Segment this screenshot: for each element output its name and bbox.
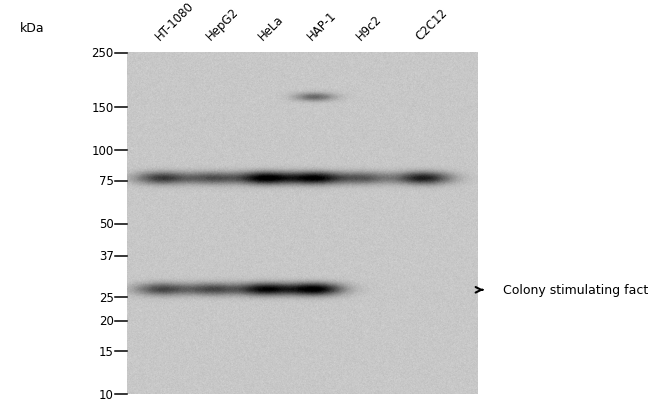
Text: 75: 75 xyxy=(99,175,114,188)
Text: 50: 50 xyxy=(99,218,114,230)
Text: 25: 25 xyxy=(99,291,114,304)
Text: C2C12: C2C12 xyxy=(413,7,450,43)
Text: 15: 15 xyxy=(99,345,114,358)
Text: 10: 10 xyxy=(99,388,114,401)
Text: HAP-1: HAP-1 xyxy=(305,9,339,43)
Text: 37: 37 xyxy=(99,249,114,263)
Text: 100: 100 xyxy=(92,144,114,157)
Text: 150: 150 xyxy=(92,101,114,114)
Text: HeLa: HeLa xyxy=(256,13,286,43)
Text: Colony stimulating factor 1: Colony stimulating factor 1 xyxy=(503,284,649,297)
Text: H9c2: H9c2 xyxy=(354,13,384,43)
Text: kDa: kDa xyxy=(19,22,44,36)
Text: HepG2: HepG2 xyxy=(203,6,241,43)
Text: HT-1080: HT-1080 xyxy=(153,0,196,43)
Text: 20: 20 xyxy=(99,315,114,328)
Text: 250: 250 xyxy=(92,47,114,60)
